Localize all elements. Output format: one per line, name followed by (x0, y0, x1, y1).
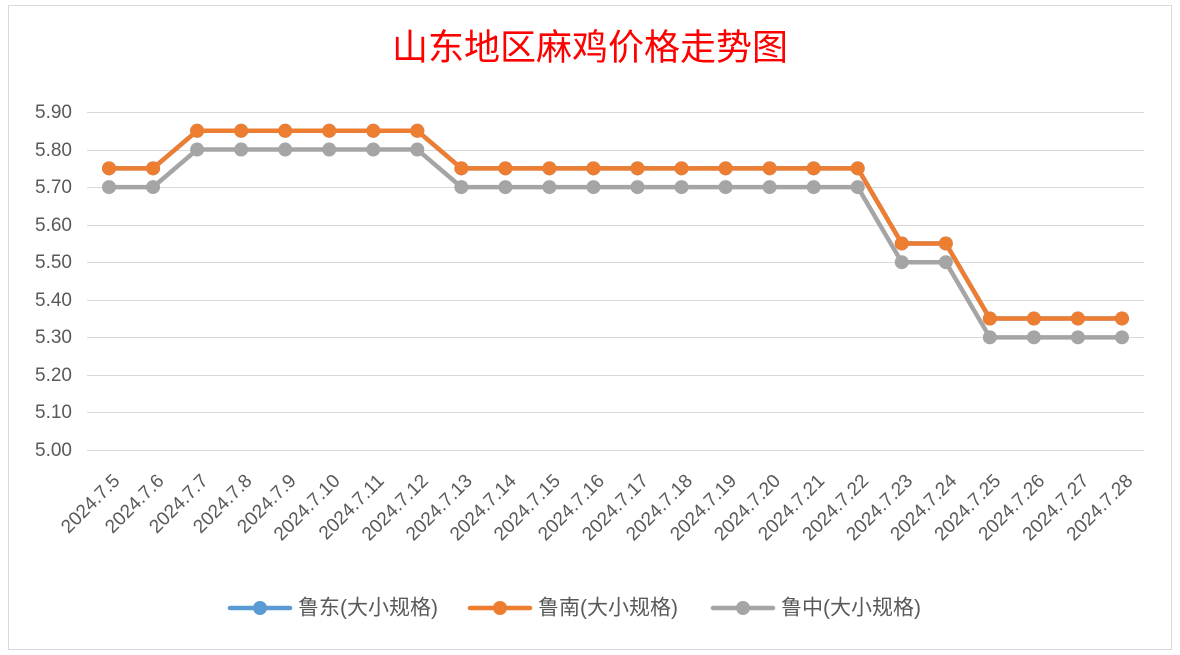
chart-title: 山东地区麻鸡价格走势图 (392, 28, 788, 69)
y-tick-label: 5.00 (35, 440, 72, 461)
data-point (850, 180, 865, 195)
data-point (102, 161, 117, 176)
data-point (674, 161, 689, 176)
data-point (234, 142, 249, 157)
y-tick-label: 5.80 (35, 140, 72, 161)
data-point (146, 180, 161, 195)
legend-marker (736, 601, 750, 615)
data-point (762, 161, 777, 176)
legend-marker (493, 601, 507, 615)
data-point (938, 236, 953, 251)
data-point (322, 142, 337, 157)
data-point (234, 123, 249, 138)
legend: 鲁东(大小规格) 鲁南(大小规格) 鲁中(大小规格) (227, 597, 921, 620)
data-point (1026, 311, 1041, 326)
data-point (454, 180, 469, 195)
data-point (1026, 330, 1041, 345)
data-point (542, 180, 557, 195)
data-point (982, 311, 997, 326)
y-tick-label: 5.10 (35, 402, 72, 423)
data-point (1114, 330, 1129, 345)
data-point (806, 180, 821, 195)
data-point (498, 161, 513, 176)
y-tick-label: 5.50 (35, 252, 72, 273)
series-line (106, 128, 1125, 321)
legend-item: 鲁东(大小规格) (227, 597, 438, 620)
data-point (190, 123, 205, 138)
y-tick-label: 5.20 (35, 365, 72, 386)
series-3 (102, 142, 1129, 345)
data-point (718, 161, 733, 176)
data-point (102, 180, 117, 195)
gridlines (87, 112, 1144, 451)
data-point (938, 255, 953, 270)
legend-item: 鲁中(大小规格) (710, 597, 921, 620)
legend-label: 鲁中(大小规格) (781, 597, 921, 620)
y-tick-label: 5.30 (35, 327, 72, 348)
data-point (894, 236, 909, 251)
data-point (1114, 311, 1129, 326)
data-point (806, 161, 821, 176)
data-point (850, 161, 865, 176)
series-2 (102, 123, 1129, 326)
y-tick-label: 5.90 (35, 102, 72, 123)
data-point (718, 180, 733, 195)
legend-label: 鲁南(大小规格) (538, 597, 678, 620)
data-point (1070, 311, 1085, 326)
y-tick-label: 5.70 (35, 177, 72, 198)
data-point (1070, 330, 1085, 345)
legend-label: 鲁东(大小规格) (298, 597, 438, 620)
data-point (498, 180, 513, 195)
data-point (762, 180, 777, 195)
data-point (410, 123, 425, 138)
data-point (322, 123, 337, 138)
data-point (586, 161, 601, 176)
y-axis: 5.00 5.10 5.20 5.30 5.40 5.50 5.60 5.70 5.80 5.90 (35, 102, 72, 461)
data-point (190, 142, 205, 157)
data-point (630, 180, 645, 195)
series-group (102, 123, 1129, 345)
chart-border (8, 5, 1172, 650)
data-point (542, 161, 557, 176)
data-point (894, 255, 909, 270)
data-point (366, 123, 381, 138)
data-point (410, 142, 425, 157)
data-point (674, 180, 689, 195)
legend-item: 鲁南(大小规格) (467, 597, 678, 620)
data-point (366, 142, 381, 157)
series-line (106, 147, 1125, 340)
y-tick-label: 5.40 (35, 290, 72, 311)
data-point (278, 123, 293, 138)
data-point (586, 180, 601, 195)
data-point (454, 161, 469, 176)
data-point (146, 161, 161, 176)
data-point (630, 161, 645, 176)
data-point (982, 330, 997, 345)
y-tick-label: 5.60 (35, 215, 72, 236)
legend-marker (253, 601, 267, 615)
data-point (278, 142, 293, 157)
